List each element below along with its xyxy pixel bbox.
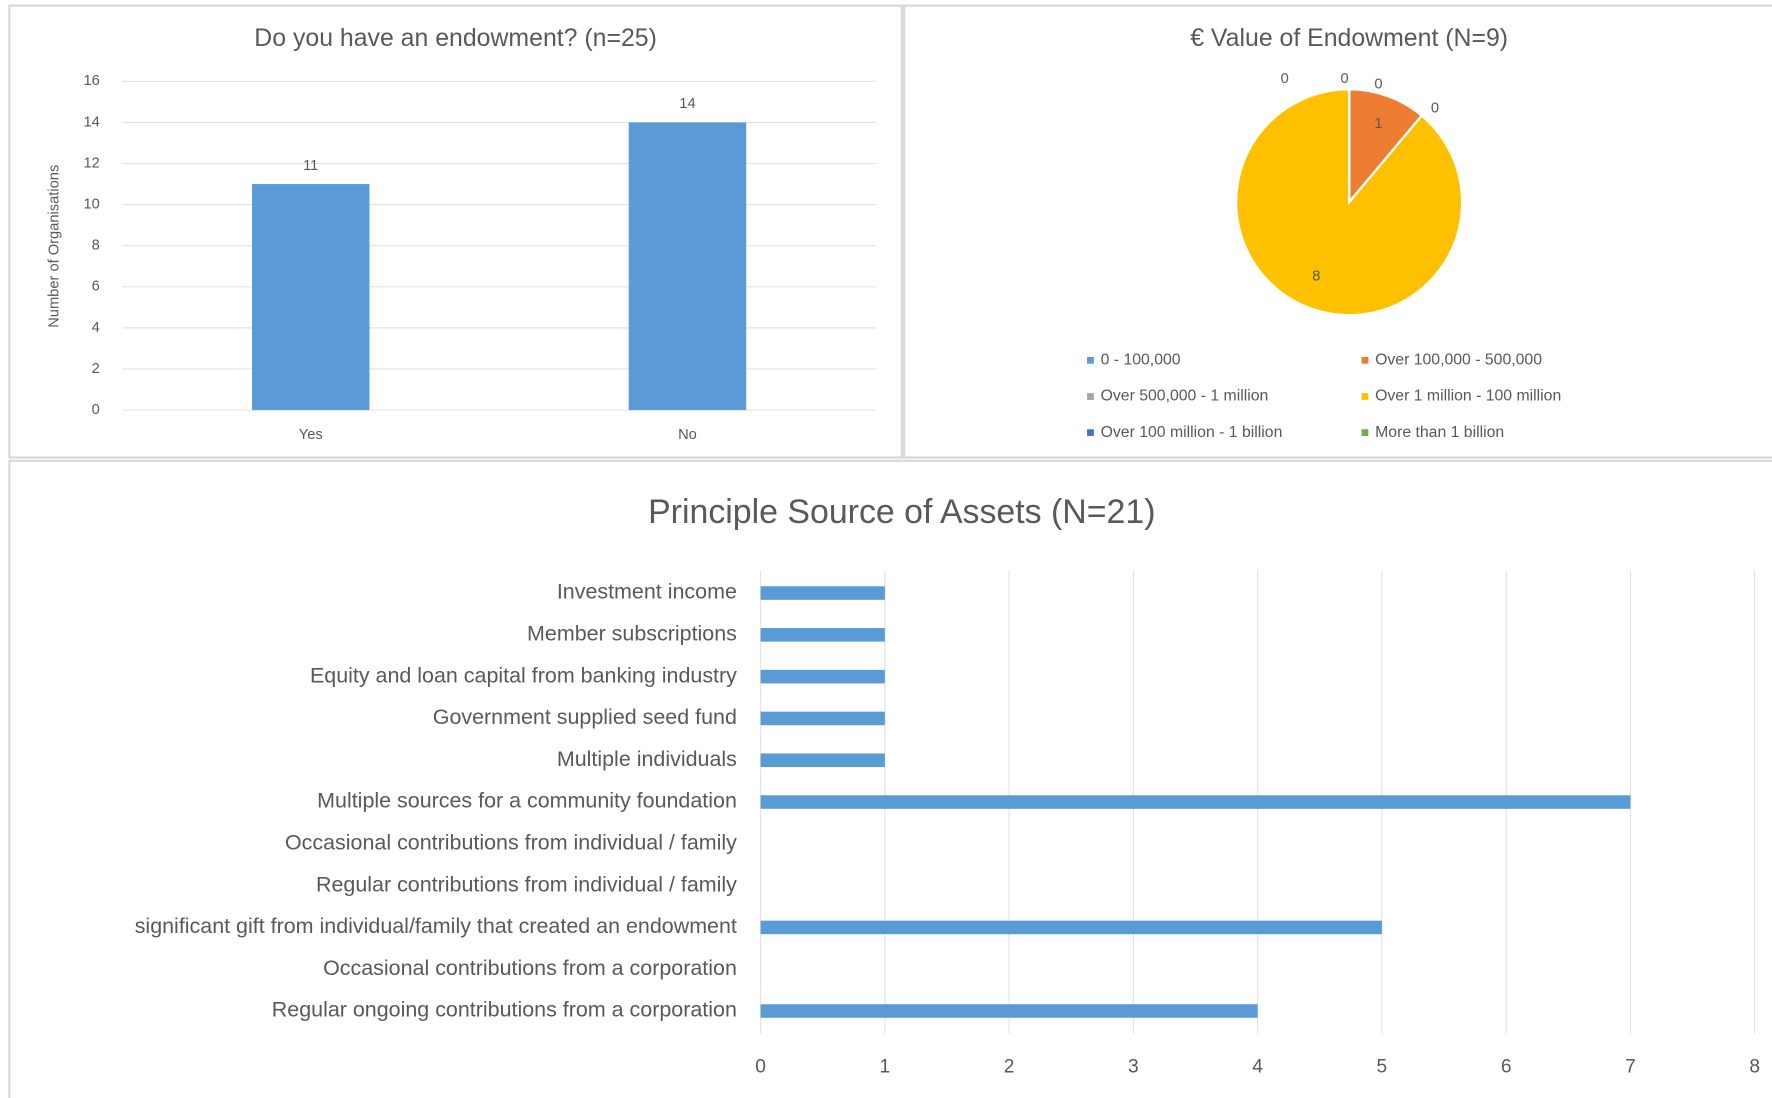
y-tick-label: Regular contributions from individual / … [316,872,737,896]
panel [8,459,1772,1098]
legend-swatch [1361,429,1369,437]
x-tick-label: 4 [1252,1057,1263,1078]
x-tick-label: No [678,427,697,443]
bar [628,122,747,411]
data-label: 0 [1431,100,1439,116]
legend-swatch [1361,393,1369,400]
data-label: 14 [679,96,695,112]
y-tick-label: Occasional contributions from a corporat… [323,956,737,980]
y-tick-label: Regular ongoing contributions from a cor… [272,998,737,1022]
y-tick-label: 0 [92,402,100,418]
bar [760,795,1631,809]
bar [760,711,885,726]
legend-swatch [1361,356,1369,364]
y-tick-label: 16 [83,73,99,89]
x-tick-label: 0 [755,1057,766,1078]
legend-label: More than 1 billion [1375,424,1504,441]
y-tick-label: 4 [92,320,100,336]
bar [760,628,885,642]
bar [760,1004,1258,1018]
legend-label: Over 100 million - 1 billion [1101,424,1283,441]
legend-label: Over 1 million - 100 million [1375,388,1561,405]
y-tick-label: significant gift from individual/family … [135,914,737,938]
x-tick-label: 7 [1625,1057,1636,1078]
legend-label: Over 500,000 - 1 million [1101,388,1269,405]
x-tick-label: 3 [1128,1057,1139,1078]
data-label: 1 [1374,116,1382,132]
bar [251,184,370,411]
y-tick-label: Occasional contributions from individual… [285,831,737,855]
legend-label: Over 100,000 - 500,000 [1375,352,1542,369]
y-tick-label: 10 [83,196,99,212]
x-tick-label: 6 [1501,1057,1512,1078]
y-tick-label: Multiple individuals [557,747,737,771]
y-tick-label: Equity and loan capital from banking ind… [310,663,737,687]
data-label: 0 [1281,71,1289,87]
y-tick-label: 6 [92,279,100,295]
panel [8,4,903,459]
x-tick-label: 1 [880,1057,891,1078]
pie-slice [1348,88,1424,206]
bar [760,669,885,684]
x-tick-label: 8 [1749,1057,1760,1078]
data-label: 11 [303,158,318,174]
chart-title: Principle Source of Assets (N=21) [648,493,1155,531]
y-tick-label: Multiple sources for a community foundat… [317,789,737,813]
x-tick-label: 5 [1377,1057,1388,1078]
legend-swatch [1087,429,1094,437]
legend-label: 0 - 100,000 [1101,352,1181,369]
chart-title: € Value of Endowment (N=9) [1190,25,1508,52]
legend-swatch [1087,393,1094,400]
y-tick-label: Member subscriptions [527,622,737,646]
legend-swatch [1087,356,1094,364]
bar [760,586,885,600]
bar [760,920,1382,935]
pie-slice [1235,88,1464,317]
y-tick-label: 2 [92,361,100,377]
x-tick-label: 2 [1004,1057,1015,1078]
data-label: 0 [1374,77,1382,93]
data-label: 8 [1312,269,1320,285]
bar [760,753,885,768]
y-axis-label: Number of Organisations [46,165,62,328]
data-label: 0 [1341,71,1349,87]
y-tick-label: 12 [83,155,99,171]
chart-title: Do you have an endowment? (n=25) [254,25,657,52]
y-tick-label: 8 [92,238,100,254]
x-tick-label: Yes [299,427,323,443]
y-tick-label: 14 [83,114,99,130]
y-tick-label: Government supplied seed fund [433,705,737,729]
y-tick-label: Investment income [557,580,737,604]
